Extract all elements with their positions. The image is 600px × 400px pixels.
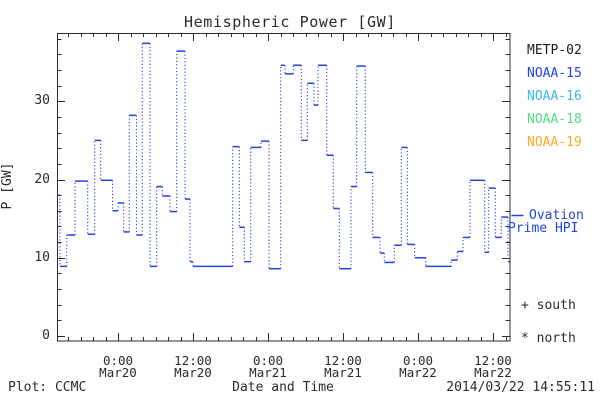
x-tick-label: 12:00 Mar22 — [463, 353, 523, 380]
plot-credit: Plot: CCMC — [8, 380, 87, 395]
x-tick-date: Mar21 — [249, 365, 287, 380]
x-tick-date: Mar20 — [174, 365, 212, 380]
x-tick-label: 12:00 Mar21 — [313, 353, 373, 380]
legend-item-noaa-16: NOAA-16 — [527, 89, 582, 104]
page-title: Hemispheric Power [GW] — [184, 13, 396, 31]
legend-item-noaa-15: NOAA-15 — [527, 66, 582, 81]
x-tick-time: 12:00 — [324, 353, 362, 368]
x-tick-label: 0:00 Mar21 — [238, 353, 298, 380]
x-tick-date: Mar20 — [99, 365, 137, 380]
satellite-legend: METP-02 NOAA-15 NOAA-16 NOAA-18 NOAA-19 — [527, 44, 582, 159]
x-tick-label: 0:00 Mar22 — [388, 353, 448, 380]
x-axis-title: Date and Time — [232, 380, 334, 395]
x-tick-date: Mar22 — [399, 365, 437, 380]
y-tick-label: 0 — [42, 328, 50, 343]
x-tick-time: 0:00 — [102, 353, 134, 368]
x-tick-time: 12:00 — [174, 353, 212, 368]
x-tick-time: 0:00 — [402, 353, 434, 368]
legend-item-metp-02: METP-02 — [527, 43, 582, 58]
x-tick-time: 12:00 — [474, 353, 512, 368]
series-label-prime-hpi: Prime HPI — [508, 221, 579, 236]
x-tick-time: 0:00 — [252, 353, 284, 368]
legend-item-noaa-19: NOAA-19 — [527, 135, 582, 150]
x-tick-date: Mar21 — [324, 365, 362, 380]
plot-timestamp: 2014/03/22 14:55:11 — [446, 380, 595, 395]
south-marker-label: + south — [521, 298, 576, 313]
x-tick-label: 0:00 Mar20 — [88, 353, 148, 380]
plot-frame — [57, 33, 511, 342]
y-tick-label: 10 — [34, 249, 50, 265]
legend-item-noaa-18: NOAA-18 — [527, 112, 582, 127]
y-tick-label: 20 — [34, 171, 50, 187]
x-tick-date: Mar22 — [474, 365, 512, 380]
north-marker-label: * north — [521, 331, 576, 346]
y-tick-label: 30 — [34, 93, 50, 109]
series-label-ovation: Ovation — [529, 208, 584, 223]
x-tick-label: 12:00 Mar20 — [163, 353, 223, 380]
